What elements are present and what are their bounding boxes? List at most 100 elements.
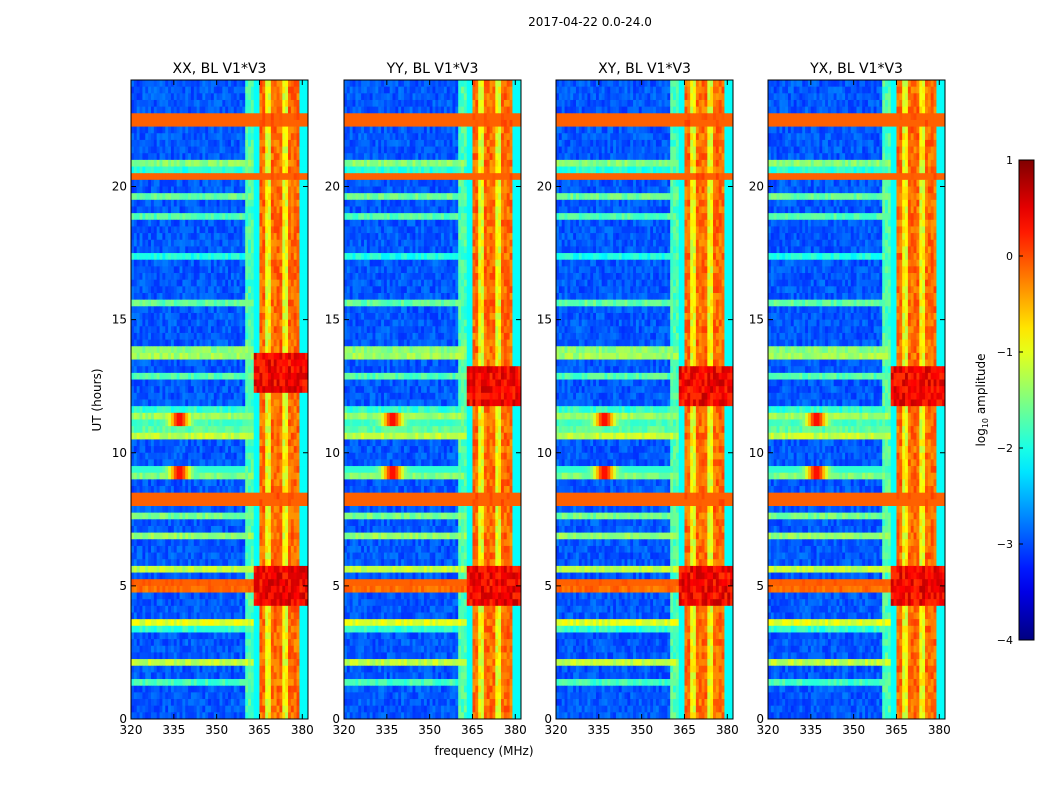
heatmap-cell	[133, 226, 138, 234]
heatmap-cell	[225, 146, 229, 154]
heatmap-cell	[185, 246, 189, 254]
heatmap-cell	[196, 312, 200, 321]
heatmap-cell	[245, 139, 249, 147]
heatmap-cell	[239, 239, 243, 247]
heatmap-cell	[199, 379, 203, 387]
heatmap-cell	[139, 219, 143, 227]
heatmap-cell	[133, 279, 138, 287]
heatmap-cell	[165, 432, 169, 440]
heatmap-cell	[285, 539, 289, 547]
heatmap-cell	[230, 226, 235, 234]
heatmap-cell	[222, 426, 226, 434]
heatmap-cell	[162, 519, 166, 527]
heatmap-cell	[136, 412, 140, 420]
heatmap-cell	[245, 293, 249, 301]
heatmap-cell	[216, 366, 220, 374]
heatmap-cell	[256, 532, 260, 540]
heatmap-cell	[262, 525, 266, 534]
heatmap-cell	[170, 119, 175, 127]
heatmap-cell	[193, 86, 198, 94]
heatmap-cell	[210, 572, 215, 580]
heatmap-cell	[139, 273, 143, 281]
heatmap-cell	[142, 279, 146, 287]
heatmap-cell	[208, 332, 212, 340]
heatmap-cell	[139, 80, 143, 88]
heatmap-cell	[142, 386, 146, 394]
heatmap-cell	[136, 279, 140, 287]
heatmap-cell	[290, 346, 295, 354]
heatmap-cell	[213, 372, 218, 380]
heatmap-cell	[208, 412, 212, 420]
heatmap-cell	[193, 233, 198, 241]
heatmap-cell	[250, 126, 255, 134]
heatmap-cell	[202, 306, 206, 314]
heatmap-cell	[282, 585, 286, 593]
heatmap-cell	[196, 286, 200, 294]
heatmap-cell	[185, 93, 189, 101]
heatmap-cell	[222, 273, 226, 281]
heatmap-cell	[165, 446, 169, 454]
heatmap-cell	[182, 605, 186, 613]
heatmap-cell	[139, 585, 143, 593]
heatmap-cell	[262, 419, 266, 427]
heatmap-cell	[288, 213, 292, 221]
heatmap-cell	[131, 585, 135, 593]
heatmap-cell	[188, 525, 192, 534]
heatmap-cell	[228, 259, 232, 267]
heatmap-cell	[176, 259, 180, 267]
heatmap-cell	[253, 519, 258, 527]
heatmap-cell	[236, 552, 240, 560]
heatmap-cell	[256, 246, 260, 254]
heatmap-cell	[150, 319, 155, 327]
heatmap-cell	[213, 306, 218, 314]
heatmap-cell	[253, 206, 258, 214]
heatmap-cell	[170, 585, 175, 593]
heatmap-cell	[293, 545, 297, 553]
heatmap-cell	[188, 432, 192, 440]
heatmap-cell	[145, 266, 149, 274]
heatmap-cell	[305, 532, 308, 540]
heatmap-cell	[142, 605, 146, 613]
heatmap-cell	[165, 159, 169, 167]
heatmap-cell	[236, 253, 240, 261]
heatmap-cell	[236, 326, 240, 334]
heatmap-cell	[196, 352, 200, 360]
heatmap-cell	[185, 392, 189, 400]
heatmap-cell	[296, 139, 300, 147]
heatmap-cell	[239, 153, 243, 161]
heatmap-cell	[179, 226, 183, 234]
heatmap-cell	[145, 233, 149, 241]
heatmap-cell	[239, 326, 243, 334]
heatmap-cell	[156, 479, 160, 487]
heatmap-cell	[262, 312, 266, 321]
heatmap-cell	[296, 592, 300, 600]
heatmap-cell	[225, 186, 229, 194]
heatmap-cell	[222, 332, 226, 340]
heatmap-cell	[242, 472, 246, 480]
heatmap-cell	[256, 253, 260, 261]
heatmap-cell	[239, 306, 243, 314]
heatmap-cell	[131, 572, 135, 580]
heatmap-cell	[190, 386, 195, 394]
heatmap-cell	[299, 386, 303, 394]
heatmap-cell	[205, 246, 209, 254]
heatmap-cell	[299, 579, 303, 587]
heatmap-cell	[173, 605, 178, 613]
heatmap-cell	[139, 299, 143, 307]
heatmap-cell	[202, 99, 206, 108]
heatmap-cell	[196, 226, 200, 234]
heatmap-cell	[230, 412, 235, 420]
heatmap-cell	[196, 106, 200, 114]
heatmap-cell	[139, 159, 143, 167]
heatmap-cell	[208, 193, 212, 201]
heatmap-cell	[153, 446, 158, 454]
heatmap-cell	[208, 426, 212, 434]
heatmap-cell	[262, 213, 266, 221]
heatmap-cell	[153, 492, 158, 500]
heatmap-cell	[285, 486, 289, 494]
heatmap-cell	[179, 439, 183, 447]
heatmap-cell	[222, 492, 226, 500]
heatmap-cell	[188, 199, 192, 207]
heatmap-cell	[213, 406, 218, 414]
heatmap-cell	[173, 426, 178, 434]
